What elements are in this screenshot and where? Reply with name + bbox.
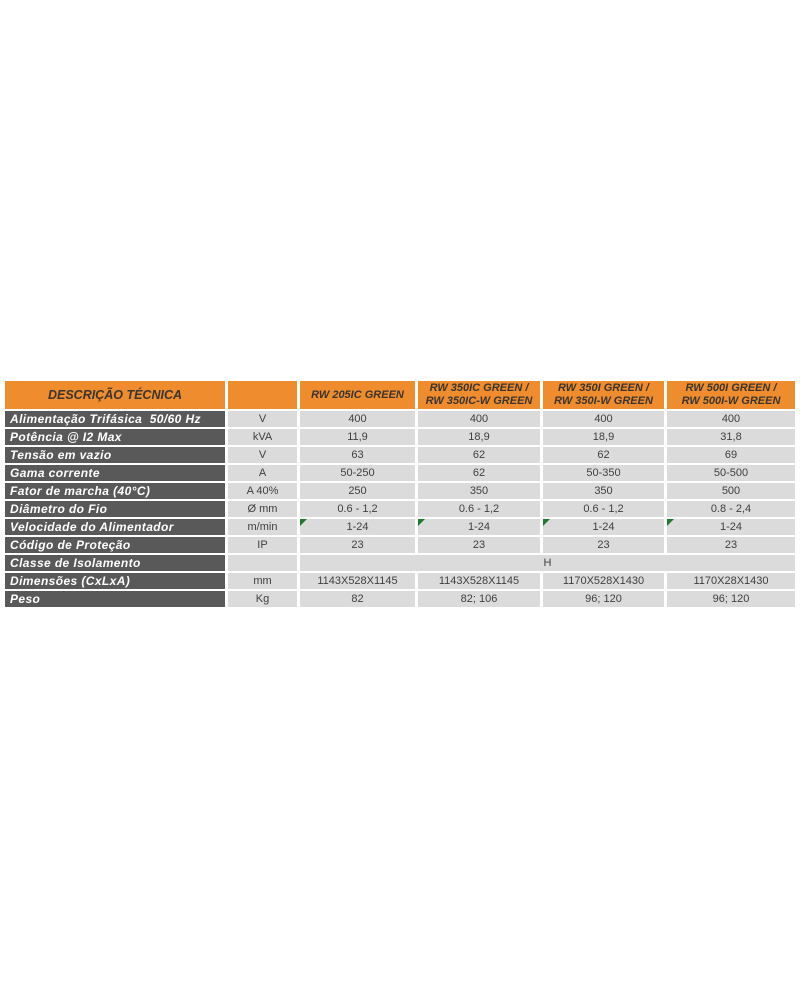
row-unit: A [228, 465, 297, 481]
table-row: Velocidade do Alimentador m/min 1-24 1-24 1-… [5, 519, 795, 535]
cell-value: 400 [543, 411, 664, 427]
table-row: Potência @ I2 Max kVA 11,9 18,9 18,9 31,8 [5, 429, 795, 445]
row-label: Gama corrente [5, 465, 225, 481]
comment-flag-icon [300, 519, 307, 526]
row-label: Diâmetro do Fio [5, 501, 225, 517]
comment-flag-icon [667, 519, 674, 526]
column-header-descricao-tecnica: DESCRIÇÃO TÉCNICA [5, 381, 225, 409]
row-unit: mm [228, 573, 297, 589]
cell-value: 400 [667, 411, 795, 427]
row-unit: m/min [228, 519, 297, 535]
cell-value: 63 [300, 447, 415, 463]
row-unit [228, 555, 297, 571]
cell-value: 23 [418, 537, 540, 553]
cell-value: 500 [667, 483, 795, 499]
table-row: Fator de marcha (40°C) A 40% 250 350 350 500 [5, 483, 795, 499]
cell-value: 0.6 - 1,2 [418, 501, 540, 517]
table-row: Peso Kg 82 82; 106 96; 120 96; 120 [5, 591, 795, 607]
column-header-model-rw-205ic: RW 205IC GREEN [300, 381, 415, 409]
cell-value: 250 [300, 483, 415, 499]
cell-value: 18,9 [543, 429, 664, 445]
cell-value: 1-24 [418, 519, 540, 535]
cell-value: 62 [543, 447, 664, 463]
cell-value: 1-24 [300, 519, 415, 535]
row-unit: kVA [228, 429, 297, 445]
cell-value: 400 [300, 411, 415, 427]
cell-value: 50-250 [300, 465, 415, 481]
cell-value-merged: H [300, 555, 795, 571]
cell-value: 350 [418, 483, 540, 499]
row-label: Velocidade do Alimentador [5, 519, 225, 535]
row-unit: A 40% [228, 483, 297, 499]
column-header-model-rw-500i: RW 500I GREEN / RW 500I-W GREEN [667, 381, 795, 409]
cell-value: 0.8 - 2,4 [667, 501, 795, 517]
cell-value: 1170X28X1430 [667, 573, 795, 589]
row-label: Tensão em vazio [5, 447, 225, 463]
cell-value: 69 [667, 447, 795, 463]
column-header-model-rw-350ic: RW 350IC GREEN / RW 350IC-W GREEN [418, 381, 540, 409]
row-unit: V [228, 411, 297, 427]
cell-value: 50-500 [667, 465, 795, 481]
cell-value: 23 [300, 537, 415, 553]
cell-value: 0.6 - 1,2 [543, 501, 664, 517]
cell-value: 350 [543, 483, 664, 499]
row-label: Classe de Isolamento [5, 555, 225, 571]
cell-value: 96; 120 [543, 591, 664, 607]
cell-value: 82 [300, 591, 415, 607]
cell-value: 62 [418, 447, 540, 463]
table-row: Tensão em vazio V 63 62 62 69 [5, 447, 795, 463]
table-row: Código de Proteção IP 23 23 23 23 [5, 537, 795, 553]
cell-value: 23 [543, 537, 664, 553]
cell-value: 1143X528X1145 [418, 573, 540, 589]
column-header-units [228, 381, 297, 409]
row-unit: V [228, 447, 297, 463]
cell-value: 11,9 [300, 429, 415, 445]
table-row: Dimensões (CxLxA) mm 1143X528X1145 1143X528… [5, 573, 795, 589]
row-unit: Ø mm [228, 501, 297, 517]
table-row: Alimentação Trifásica 50/60 Hz V 400 400 400… [5, 411, 795, 427]
header-row: DESCRIÇÃO TÉCNICA RW 205IC GREEN RW 350I… [5, 381, 795, 409]
row-unit: IP [228, 537, 297, 553]
column-header-model-rw-350i: RW 350I GREEN / RW 350I-W GREEN [543, 381, 664, 409]
row-unit: Kg [228, 591, 297, 607]
table-row: Gama corrente A 50-250 62 50-350 50-500 [5, 465, 795, 481]
cell-value: 82; 106 [418, 591, 540, 607]
row-label: Dimensões (CxLxA) [5, 573, 225, 589]
row-label: Alimentação Trifásica 50/60 Hz [5, 411, 225, 427]
cell-value: 62 [418, 465, 540, 481]
cell-value: 400 [418, 411, 540, 427]
cell-value: 31,8 [667, 429, 795, 445]
cell-value: 1-24 [543, 519, 664, 535]
cell-value: 23 [667, 537, 795, 553]
cell-value: 1-24 [667, 519, 795, 535]
comment-flag-icon [418, 519, 425, 526]
spec-table-body: Alimentação Trifásica 50/60 Hz V 400 400 400… [5, 411, 795, 607]
table-row: Diâmetro do Fio Ø mm 0.6 - 1,2 0.6 - 1,2 0.6… [5, 501, 795, 517]
technical-spec-table: DESCRIÇÃO TÉCNICA RW 205IC GREEN RW 350I… [2, 379, 798, 609]
row-label: Potência @ I2 Max [5, 429, 225, 445]
row-label: Peso [5, 591, 225, 607]
row-label: Código de Proteção [5, 537, 225, 553]
cell-value: 0.6 - 1,2 [300, 501, 415, 517]
comment-flag-icon [543, 519, 550, 526]
cell-value: 50-350 [543, 465, 664, 481]
table-row: Classe de Isolamento H [5, 555, 795, 571]
row-label: Fator de marcha (40°C) [5, 483, 225, 499]
cell-value: 1170X528X1430 [543, 573, 664, 589]
spec-sheet-page: DESCRIÇÃO TÉCNICA RW 205IC GREEN RW 350I… [2, 379, 798, 609]
cell-value: 1143X528X1145 [300, 573, 415, 589]
cell-value: 18,9 [418, 429, 540, 445]
cell-value: 96; 120 [667, 591, 795, 607]
